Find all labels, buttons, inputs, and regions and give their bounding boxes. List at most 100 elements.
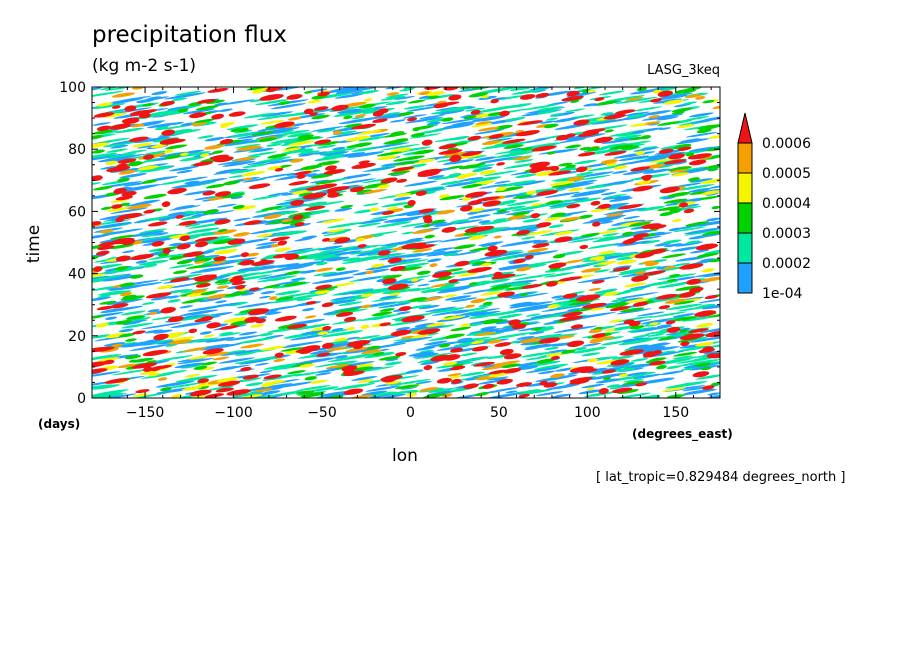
rain-core [162,247,171,254]
rain-streak [501,186,524,191]
rain-streak [455,153,482,160]
rain-streak [229,169,257,174]
rain-core [680,341,690,347]
rain-core [394,352,407,357]
rain-core [561,95,584,102]
rain-core [116,163,128,169]
rain-streak [387,170,411,176]
rain-core [423,365,433,371]
rain-streak [442,159,474,165]
rain-streak [265,158,299,165]
x-tick-label: 0 [406,405,415,421]
rain-streak [234,205,257,211]
rain-streak [568,187,584,192]
rain-streak [224,139,258,146]
rain-core [652,350,662,355]
rain-streak [219,270,250,277]
rain-streak [151,316,175,321]
rain-core [202,348,224,355]
rain-streak [546,151,556,155]
rain-streak [408,297,428,302]
rain-streak [510,147,524,152]
rain-streak [358,107,377,112]
rain-streak [543,123,559,129]
x-tick-label: −150 [126,405,164,421]
rain-core [235,285,246,290]
rain-streak [103,342,126,347]
rain-streak [119,282,136,287]
rain-core [121,238,136,246]
rain-streak [287,116,302,121]
rain-streak [247,385,277,391]
rain-streak [700,366,712,371]
rain-streak [574,159,597,165]
rain-streak [331,319,363,325]
rain-core [93,266,103,272]
rain-streak [656,364,667,370]
rain-streak [327,341,357,347]
rain-core [129,109,154,116]
rain-streak [300,329,331,335]
chart-units: (kg m-2 s-1) [92,56,197,76]
rain-streak [408,351,435,357]
rain-streak [323,231,346,237]
rain-streak [281,218,293,223]
rain-streak [273,264,314,272]
rain-core [109,303,129,309]
rain-core [381,177,398,183]
rain-streak [385,100,407,106]
rain-streak [280,347,306,352]
rain-core [630,166,651,172]
rain-streak [527,230,553,236]
rain-streak [477,126,500,132]
rain-streak [359,313,401,321]
rain-streak [665,381,708,389]
rain-core [292,214,304,220]
rain-streak [356,189,373,194]
rain-streak [377,155,399,161]
rain-streak [92,149,105,154]
rain-streak [334,207,353,212]
rain-core [327,189,337,195]
rain-streak [689,178,713,183]
rain-core [382,278,397,284]
rain-streak [611,298,628,302]
rain-core [558,315,584,322]
rain-streak [312,151,328,155]
rain-streak [674,184,715,191]
rain-core [686,278,701,285]
rain-streak [685,132,718,138]
rain-core [115,255,131,262]
rain-streak [579,260,609,266]
rain-streak [156,284,176,290]
rain-core [379,322,392,327]
rain-streak [291,190,310,195]
rain-streak [354,114,367,118]
rain-streak [497,180,536,187]
rain-core [579,244,589,250]
rain-streak [378,355,401,361]
rain-streak [620,337,651,343]
rain-streak [689,249,710,254]
rain-streak [683,101,697,105]
rain-core [689,286,704,293]
rain-streak [233,377,262,383]
rain-streak [413,352,454,360]
rain-streak [663,198,688,204]
rain-core [508,319,521,326]
rain-streak [343,115,353,120]
rain-streak [428,307,466,314]
rain-streak [195,105,219,111]
rain-streak [458,164,482,170]
rain-streak [269,296,278,300]
rain-streak [142,150,169,156]
rain-streak [325,364,350,369]
rain-streak [426,322,446,328]
rain-streak [342,257,361,262]
rain-streak [632,373,662,379]
rain-streak [582,217,621,224]
rain-streak [336,108,362,114]
rain-streak [321,218,345,224]
rain-streak [457,172,478,178]
rain-streak [622,380,645,385]
